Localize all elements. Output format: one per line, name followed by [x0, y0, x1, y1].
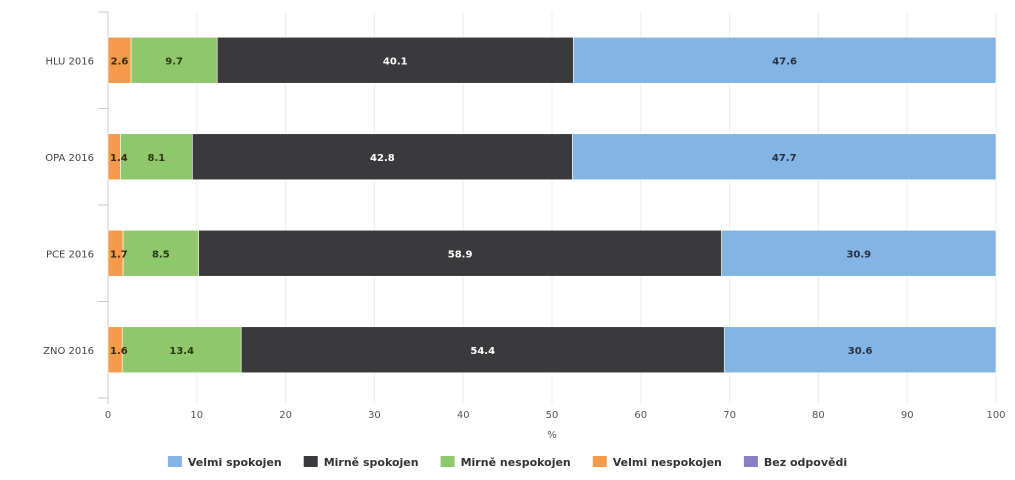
- bar-value-label: 1.6: [110, 346, 128, 357]
- bar-labels: 2.6 9.7 40.1 47.6 1.4 8.1 42.8 47.7 1.7 8.5 58.9 30…: [110, 56, 873, 357]
- legend[interactable]: Velmi spokojen Mirně spokojen Mirně nespok…: [167, 456, 847, 469]
- legend-swatch: [167, 456, 182, 467]
- x-tick-label: 30: [368, 410, 381, 421]
- x-tick-label: 0: [105, 410, 111, 421]
- legend-item[interactable]: Velmi spokojen: [167, 456, 282, 469]
- legend-swatch: [303, 456, 318, 467]
- x-tick-label: 50: [546, 410, 559, 421]
- bar-segment: [122, 229, 199, 277]
- bar-value-label: 58.9: [448, 249, 473, 260]
- bar-value-label: 30.9: [846, 249, 871, 260]
- x-tick-label: 10: [190, 410, 203, 421]
- legend-label: Bez odpovědi: [764, 456, 847, 469]
- x-tick-label: 90: [901, 410, 914, 421]
- legend-swatch: [440, 456, 455, 467]
- legend-swatch: [743, 456, 758, 467]
- bar-segment: [198, 229, 722, 277]
- bar-segment: [121, 326, 242, 374]
- x-tick-label: 70: [723, 410, 736, 421]
- bar-value-label: 1.7: [110, 249, 128, 260]
- bar-value-label: 54.4: [470, 346, 495, 357]
- category-label: OPA 2016: [45, 153, 94, 164]
- bar-value-label: 40.1: [383, 56, 408, 67]
- bar-value-label: 13.4: [169, 346, 194, 357]
- legend-label: Velmi spokojen: [188, 456, 282, 469]
- bar-value-label: 30.6: [848, 346, 873, 357]
- legend-item[interactable]: Mirně spokojen: [303, 456, 419, 469]
- bar-segment: [216, 36, 574, 84]
- legend-swatch: [592, 456, 607, 467]
- bar-segment: [192, 133, 573, 181]
- bars: [107, 36, 997, 374]
- x-axis-title: %: [547, 430, 557, 441]
- x-tick-label: 60: [634, 410, 647, 421]
- bar-segment: [130, 36, 218, 84]
- bar-value-label: 8.1: [148, 153, 166, 164]
- bar-value-label: 1.4: [110, 153, 128, 164]
- bar-segment: [572, 133, 997, 181]
- legend-item[interactable]: Velmi nespokojen: [592, 456, 722, 469]
- category-label: HLU 2016: [45, 56, 94, 67]
- bar-value-label: 2.6: [111, 56, 129, 67]
- bar-value-label: 47.7: [772, 153, 797, 164]
- category-label: ZNO 2016: [43, 346, 94, 357]
- bar-value-label: 42.8: [370, 153, 395, 164]
- bar-value-label: 8.5: [152, 249, 170, 260]
- category-label: PCE 2016: [46, 249, 94, 260]
- legend-label: Velmi nespokojen: [613, 456, 722, 469]
- category-axis: HLU 2016 OPA 2016 PCE 2016 ZNO 2016: [43, 11, 109, 399]
- bar-segment: [573, 36, 997, 84]
- x-axis-ticks: 0 10 20 30 40 50 60 70 80 90 100: [105, 410, 1006, 421]
- legend-label: Mirně spokojen: [324, 456, 419, 469]
- bar-segment: [120, 133, 193, 181]
- x-tick-label: 80: [812, 410, 825, 421]
- x-tick-label: 40: [457, 410, 470, 421]
- bar-value-label: 9.7: [165, 56, 183, 67]
- x-tick-label: 20: [279, 410, 292, 421]
- bar-segment: [240, 326, 725, 374]
- legend-item[interactable]: Mirně nespokojen: [440, 456, 571, 469]
- bar-value-label: 47.6: [772, 56, 797, 67]
- legend-item[interactable]: Bez odpovědi: [743, 456, 847, 469]
- x-tick-label: 100: [986, 410, 1005, 421]
- legend-label: Mirně nespokojen: [461, 456, 571, 469]
- bar-segment: [721, 229, 997, 277]
- bar-segment: [723, 326, 997, 374]
